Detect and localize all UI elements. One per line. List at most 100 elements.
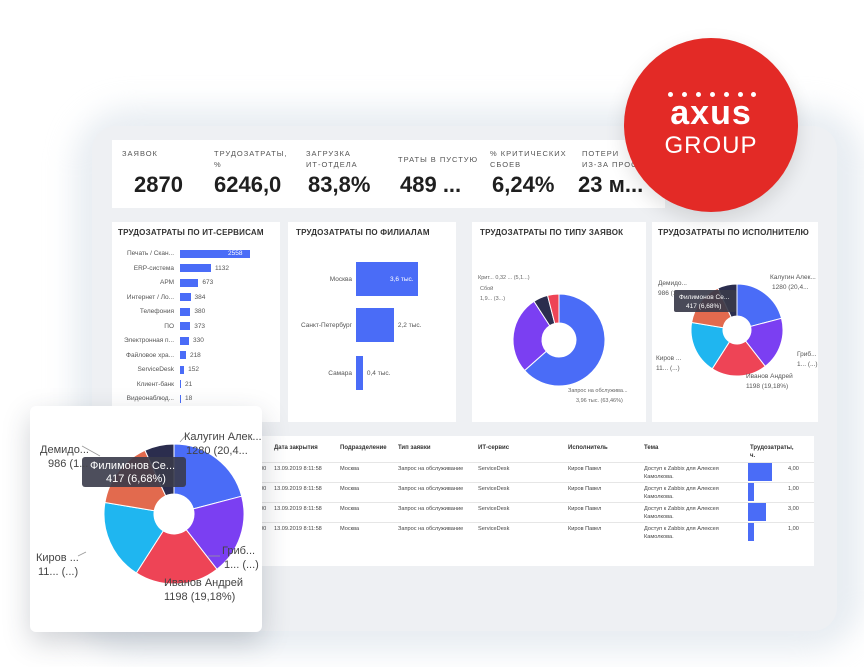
- kpi-wasted: ТРАТЫ В ПУСТУЮ 489 ...: [388, 140, 480, 208]
- bar-row[interactable]: Видеонаблюд... 18: [112, 393, 272, 404]
- bar-value-label: 2,2 тыс.: [397, 322, 422, 329]
- bar-category-label: ERP-система: [133, 264, 174, 272]
- kpi-label: % КРИТИЧЕСКИХ СБОЕВ: [490, 149, 567, 169]
- bar-category-label: Файловое хра...: [126, 351, 174, 359]
- bar[interactable]: [356, 356, 363, 390]
- types-slice-3[interactable]: [546, 293, 560, 325]
- bar[interactable]: [180, 394, 181, 403]
- bar-row[interactable]: ERP-система 1132: [112, 263, 272, 274]
- types-donut-chart: Крит... 0,32 ... (5,1...) Сбой 1,9... (3…: [478, 275, 628, 404]
- bar-value-label: 21: [185, 380, 193, 388]
- bar[interactable]: [180, 365, 185, 374]
- cell-date: 13.09.2019 8:11:58: [274, 486, 322, 492]
- exec-annotation: 1... (...): [797, 361, 818, 368]
- exec-slice-0[interactable]: [736, 283, 783, 328]
- zoomed-executors-card: Филимонов Се... 417 (6,68%) Калугин Алек…: [30, 406, 262, 632]
- exec-slice-2[interactable]: [711, 340, 766, 377]
- cell-topic: Доступ к Zabbix для Алексея Камолкова.: [644, 506, 719, 520]
- bar[interactable]: [356, 308, 394, 342]
- exec-annotation: Демидо...: [658, 280, 687, 287]
- bar[interactable]: [180, 293, 191, 301]
- cell-type: Запрос на обслуживание: [398, 506, 464, 512]
- bar-value-label: 18: [185, 395, 193, 402]
- kpi-value: 2870: [134, 172, 183, 197]
- card-ticket-types: ТРУДОЗАТРАТЫ ПО ТИПУ ЗАЯВОК Крит... 0,32…: [472, 222, 646, 422]
- card-title: ТРУДОЗАТРАТЫ ПО ИТ-СЕРВИСАМ: [118, 228, 264, 237]
- col-header[interactable]: Тема: [644, 445, 659, 451]
- bar-row[interactable]: Печать / Скан... 2558: [112, 248, 272, 259]
- bar-value-label: 384: [194, 293, 206, 301]
- bar[interactable]: [356, 262, 418, 296]
- types-slice-0[interactable]: [523, 293, 606, 387]
- bar-value-label: 218: [189, 351, 201, 359]
- card-title: ТРУДОЗАТРАТЫ ПО ТИПУ ЗАЯВОК: [480, 228, 624, 237]
- cell-executor: Киров Павел: [568, 466, 602, 472]
- bar-value-label: 380: [194, 308, 206, 315]
- bar-value-label: 152: [188, 366, 200, 373]
- bar[interactable]: [180, 278, 199, 287]
- bar[interactable]: [180, 336, 190, 345]
- cell-dept: Москва: [340, 526, 360, 532]
- divider: [260, 522, 814, 523]
- col-header[interactable]: ИТ-сервис: [478, 445, 510, 451]
- pop-slice-3[interactable]: [103, 501, 164, 574]
- pop-annotation: Гриб...: [222, 545, 255, 557]
- types-slice-1[interactable]: [512, 300, 551, 372]
- kpi-it-load: ЗАГРУЗКА ИТ-ОТДЕЛА 83,8%: [296, 140, 388, 208]
- col-header[interactable]: Исполнитель: [568, 445, 608, 451]
- bar[interactable]: [180, 322, 191, 330]
- kpi-value: 6,24%: [492, 172, 555, 197]
- pop-annotation: Демидо...: [40, 444, 89, 456]
- pop-slice-2[interactable]: [135, 529, 218, 585]
- card-services: ТРУДОЗАТРАТЫ ПО ИТ-СЕРВИСАМ Печать / Ска…: [112, 222, 280, 422]
- bar-category-label: Видеонаблюд...: [126, 395, 174, 402]
- bar-row[interactable]: Интернет / Ло... 384: [112, 292, 272, 303]
- cell-executor: Киров Павел: [568, 486, 602, 492]
- bar-category-label: Клиент-банк: [136, 380, 174, 388]
- col-header[interactable]: Дата закрытия: [274, 445, 318, 451]
- bar[interactable]: [180, 249, 250, 258]
- pop-slice-1[interactable]: [185, 495, 245, 570]
- bar-row[interactable]: ПО 373: [112, 321, 272, 332]
- pop-annotation: 1... (...): [224, 559, 259, 571]
- pop-annotation: 1280 (20,4...: [186, 445, 248, 457]
- bar-value-label: 3,6 тыс.: [390, 276, 414, 283]
- tooltip-box: [82, 457, 186, 487]
- bar-row[interactable]: Клиент-банк 21: [112, 379, 272, 390]
- bar-row[interactable]: Электронная п... 330: [112, 335, 272, 346]
- kpi-value: 23 м...: [578, 172, 644, 197]
- cell-hours: 1,00: [788, 486, 799, 492]
- bar-row[interactable]: ServiceDesk 152: [112, 364, 272, 375]
- bar-value-label: 2558: [228, 250, 243, 257]
- bar[interactable]: [180, 264, 211, 272]
- kpi-labor-costs: ТРУДОЗАТРАТЫ, % 6246,0: [204, 140, 296, 208]
- bar-category-label: Электронная п...: [123, 337, 174, 344]
- divider: [260, 482, 814, 483]
- bar-category-label: АРМ: [159, 279, 174, 286]
- bar-value-label: 1132: [214, 264, 229, 272]
- col-header[interactable]: Трудозатраты, ч.: [750, 445, 794, 459]
- tooltip-value: 417 (6,68%): [686, 303, 721, 310]
- bar-row[interactable]: Телефония 380: [112, 306, 272, 317]
- cell-date: 13.09.2019 8:11:58: [274, 526, 322, 532]
- exec-annotation: 11... (...): [656, 365, 680, 372]
- bar-row[interactable]: АРМ 673: [112, 277, 272, 288]
- cell-topic: Доступ к Zabbix для Алексея Камолкова.: [644, 466, 719, 480]
- card-executors: ТРУДОЗАТРАТЫ ПО ИСПОЛНИТЕЛЮ Филимонов Се…: [652, 222, 818, 422]
- bar[interactable]: [180, 351, 186, 359]
- bar[interactable]: [180, 307, 191, 316]
- pop-annotation: Калугин Алек...: [184, 431, 262, 443]
- exec-annotation: Калугин Алек...: [770, 274, 816, 281]
- hours-bar: [748, 463, 772, 481]
- pop-slice-0[interactable]: [173, 443, 243, 510]
- col-header[interactable]: Подразделение: [340, 445, 387, 451]
- hours-bar: [748, 523, 754, 541]
- cell-hours: 1,00: [788, 526, 799, 532]
- bar[interactable]: [180, 380, 181, 388]
- cell-type: Запрос на обслуживание: [398, 466, 464, 472]
- cell-service: ServiceDesk: [478, 506, 510, 512]
- bar-row[interactable]: Файловое хра... 218: [112, 350, 272, 361]
- divider: [260, 502, 814, 503]
- kpi-label: ТРУДОЗАТРАТЫ, %: [214, 149, 288, 169]
- col-header[interactable]: Тип заявки: [398, 445, 431, 451]
